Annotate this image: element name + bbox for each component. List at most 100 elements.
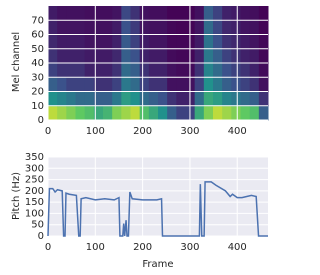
heatmap-cell — [222, 48, 232, 64]
heatmap-cell — [130, 6, 141, 21]
heatmap-cell — [167, 6, 177, 21]
heatmap-cell — [66, 91, 76, 107]
heatmap-cell — [75, 77, 86, 92]
heatmap-cell — [213, 91, 223, 107]
heatmap-cell — [258, 91, 269, 107]
heatmap-cell — [240, 77, 251, 92]
heatmap-cell — [139, 105, 150, 121]
heatmap-cell — [222, 6, 232, 21]
heatmap-cell — [66, 48, 76, 64]
heatmap-cell — [176, 91, 186, 107]
heatmap-cell — [84, 48, 95, 64]
heatmap-cell — [158, 48, 168, 64]
heatmap-cell — [158, 77, 168, 92]
heatmap-cell — [176, 63, 186, 78]
heatmap-cell — [66, 63, 76, 78]
heatmap-cell — [194, 20, 205, 35]
y-tick-label: 100 — [25, 208, 44, 219]
y-tick-label: 70 — [31, 15, 44, 26]
heatmap-cell — [112, 34, 122, 50]
heatmap-cell — [75, 34, 86, 50]
heatmap-cell — [139, 48, 150, 64]
heatmap-cell — [249, 105, 260, 121]
heatmap-cell — [48, 6, 58, 21]
heatmap-cell — [222, 105, 232, 121]
heatmap-cell — [130, 34, 141, 50]
heatmap-cell — [112, 77, 122, 92]
heatmap-cell — [66, 6, 76, 21]
heatmap-cell — [167, 34, 177, 50]
heatmap-cell — [240, 6, 251, 21]
heatmap-cell — [203, 105, 214, 121]
heatmap-cell — [130, 20, 141, 35]
heatmap-cell — [57, 48, 67, 64]
heatmap-cell — [222, 20, 232, 35]
heatmap-cell — [258, 105, 269, 121]
heatmap-cell — [66, 34, 76, 50]
heatmap-cell — [203, 48, 214, 64]
y-tick-label: 250 — [25, 175, 44, 186]
heatmap-cell — [231, 48, 241, 64]
heatmap-cell — [258, 48, 269, 64]
heatmap-cell — [148, 48, 159, 64]
heatmap-cell — [48, 20, 58, 35]
heatmap-cell — [48, 34, 58, 50]
y-tick-label: 30 — [31, 72, 44, 83]
x-tick-label: 100 — [86, 242, 105, 253]
heatmap-cell — [158, 20, 168, 35]
heatmap-cell — [84, 91, 95, 107]
heatmap-cell — [139, 20, 150, 35]
heatmap-cell — [213, 77, 223, 92]
heatmap-cell — [121, 91, 131, 107]
heatmap-cell — [176, 77, 186, 92]
heatmap-cell — [194, 6, 205, 21]
heatmap-cell — [167, 63, 177, 78]
heatmap-cell — [231, 77, 241, 92]
heatmap-cell — [222, 34, 232, 50]
heatmap-cell — [112, 91, 122, 107]
heatmap-cell — [240, 34, 251, 50]
heatmap-cell — [203, 77, 214, 92]
heatmap-cell — [84, 77, 95, 92]
heatmap-cell — [66, 105, 76, 121]
heatmap-cell — [84, 6, 95, 21]
heatmap-cell — [240, 91, 251, 107]
plot-area — [48, 157, 268, 236]
heatmap-cell — [75, 48, 86, 64]
heatmap-cell — [130, 63, 141, 78]
y-axis-label: Mel channel — [11, 32, 22, 92]
heatmap-cell — [121, 34, 131, 50]
x-tick-label: 200 — [133, 126, 152, 137]
heatmap-cell — [258, 6, 269, 21]
heatmap-cell — [57, 63, 67, 78]
heatmap-cell — [139, 34, 150, 50]
heatmap-cell — [203, 20, 214, 35]
heatmap-cell — [57, 20, 67, 35]
heatmap-cell — [139, 63, 150, 78]
heatmap-cell — [148, 105, 159, 121]
heatmap-cell — [176, 6, 186, 21]
y-tick-label: 0 — [38, 231, 44, 242]
heatmap-cell — [139, 6, 150, 21]
heatmap-cell — [139, 91, 150, 107]
heatmap-cell — [75, 6, 86, 21]
heatmap-cell — [93, 48, 104, 64]
heatmap-cell — [75, 20, 86, 35]
heatmap-cell — [112, 6, 122, 21]
heatmap-cell — [121, 63, 131, 78]
heatmap-cell — [258, 77, 269, 92]
heatmap-cell — [249, 77, 260, 92]
heatmap-cell — [93, 105, 104, 121]
heatmap-cell — [75, 63, 86, 78]
y-tick-label: 0 — [38, 115, 44, 126]
heatmap-cell — [121, 48, 131, 64]
x-tick-label: 0 — [45, 126, 51, 137]
heatmap-cell — [176, 20, 186, 35]
y-tick-label: 50 — [31, 220, 44, 231]
heatmap-cell — [249, 34, 260, 50]
heatmap-cell — [103, 91, 113, 107]
heatmap-cell — [48, 91, 58, 107]
heatmap-cell — [203, 63, 214, 78]
heatmap-cell — [231, 63, 241, 78]
heatmap-cell — [121, 6, 131, 21]
